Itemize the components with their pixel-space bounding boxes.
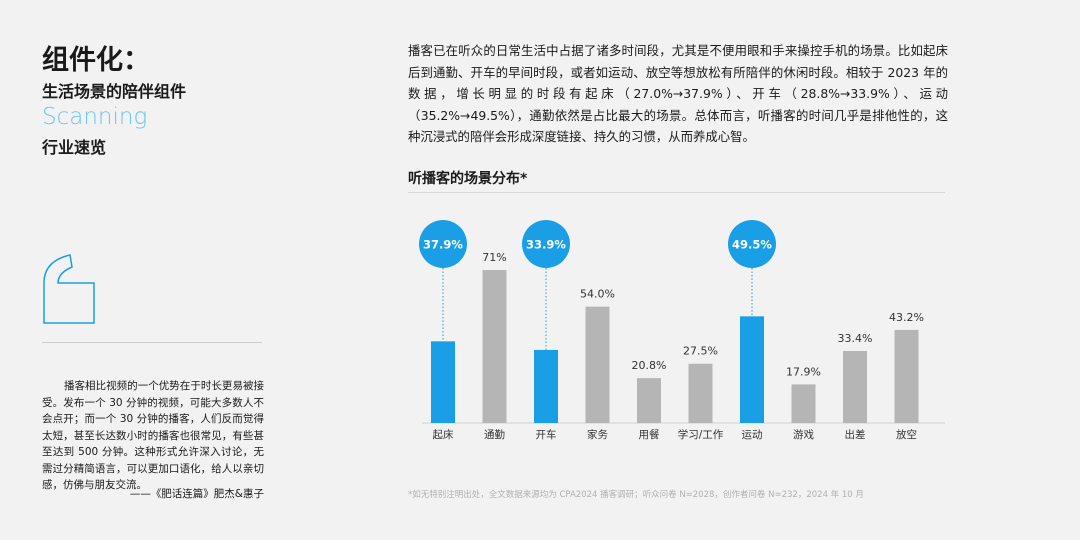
value-label: 27.5% xyxy=(683,345,718,358)
x-tick-label: 家务 xyxy=(587,428,608,441)
quote-source: ——《肥话连篇》肥杰&惠子 xyxy=(129,488,264,500)
bar xyxy=(894,329,919,423)
bar xyxy=(431,341,455,423)
bar xyxy=(534,349,558,423)
value-label: 54.0% xyxy=(580,288,615,301)
body-text: 播客已在听众的日常生活中占据了诸多时间段，尤其是不便用眼和手来操控手机的场景。比… xyxy=(408,43,948,144)
value-label: 37.9% xyxy=(423,238,463,252)
chart-title: 听播客的场景分布* xyxy=(408,171,528,187)
x-tick-label: 用餐 xyxy=(639,428,660,441)
footnote: *如无特别注明出处，全文数据来源均为 CPA2024 播客调研；听众问卷 N=2… xyxy=(408,490,864,500)
bar xyxy=(740,316,764,423)
x-tick-label: 放空 xyxy=(896,428,917,441)
value-label: 33.4% xyxy=(838,332,873,345)
bar xyxy=(791,384,816,423)
label-badge xyxy=(522,220,570,268)
x-tick-label: 运动 xyxy=(742,429,763,441)
divider xyxy=(42,342,262,343)
bar xyxy=(843,351,867,423)
x-tick-label: 开车 xyxy=(536,428,557,441)
value-label: 33.9% xyxy=(526,238,566,252)
value-label: 71% xyxy=(482,251,506,264)
value-label: 17.9% xyxy=(786,365,821,378)
x-tick-label: 通勤 xyxy=(484,428,505,441)
section-en: Scanning xyxy=(42,104,148,130)
bar xyxy=(688,363,713,423)
bar xyxy=(637,378,661,423)
title-rule xyxy=(408,192,945,193)
chart: 起床 37.9% 通勤 71% 开车 33.9% 家务 54.0% 用餐 20.8% 学习/工作 27… xyxy=(419,220,945,441)
subtitle: 生活场景的陪伴组件 xyxy=(42,82,187,101)
x-tick-label: 出差 xyxy=(845,428,866,441)
title: 组件化： xyxy=(42,45,150,76)
quote-icon xyxy=(43,254,95,324)
x-tick-label: 起床 xyxy=(433,428,454,441)
value-label: 49.5% xyxy=(732,238,772,252)
value-label: 43.2% xyxy=(889,311,924,324)
value-label: 20.8% xyxy=(632,359,667,372)
x-tick-label: 游戏 xyxy=(793,428,814,441)
bar xyxy=(585,306,610,423)
bar xyxy=(482,269,507,423)
label-badge xyxy=(728,220,776,268)
quote-text: 播客相比视频的一个优势在于时长更易被接受。发布一个 30 分钟的视频，可能大多数… xyxy=(42,380,264,491)
section: 行业速览 xyxy=(42,138,107,157)
label-badge xyxy=(419,220,467,268)
x-tick-label: 学习/工作 xyxy=(678,428,724,441)
